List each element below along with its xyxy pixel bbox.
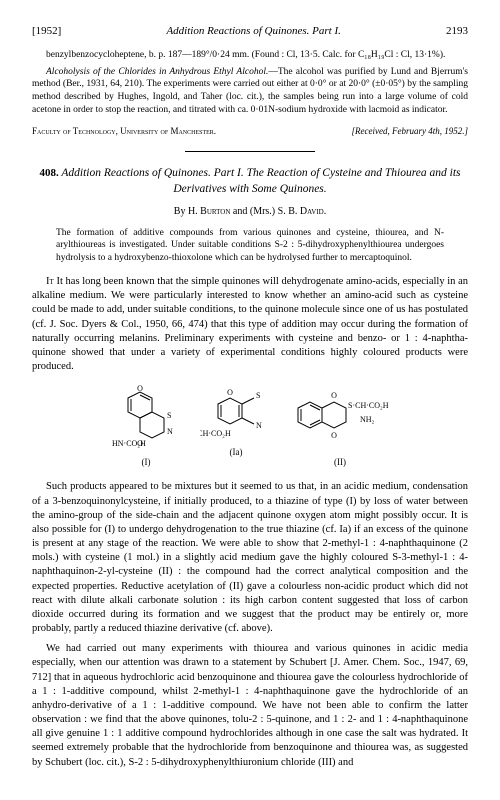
svg-text:S·CH·CO₂H: S·CH·CO₂H xyxy=(348,401,389,410)
divider xyxy=(185,151,316,152)
paragraph-3: We had carried out many experiments with… xyxy=(32,642,468,770)
body-text: It It has long been known that the simpl… xyxy=(32,275,468,374)
previous-article-tail: benzylbenzocycloheptene, b. p. 187—189°/… xyxy=(32,49,468,137)
svg-text:HN·CO₂H: HN·CO₂H xyxy=(112,439,146,448)
by-word: By xyxy=(174,206,186,217)
structure-I-svg: O S N O HN·CO₂H xyxy=(110,384,182,456)
svg-text:CH·CO₂H: CH·CO₂H xyxy=(200,429,231,438)
chemical-structures-row: O S N O HN·CO₂H (I) O S N CH·CO₂H (Ia) xyxy=(32,384,468,468)
p1-text: It has long been known that the simple q… xyxy=(32,276,468,372)
structure-Ia: O S N CH·CO₂H (Ia) xyxy=(200,384,272,468)
svg-text:N: N xyxy=(256,421,262,430)
received-line: [Received, February 4th, 1952.] xyxy=(352,125,468,137)
and-word: and (Mrs.) xyxy=(233,206,275,217)
svg-text:NH₂: NH₂ xyxy=(360,415,375,424)
svg-text:S: S xyxy=(167,411,171,420)
article-title: Addition Reactions of Quinones. Part I. … xyxy=(61,167,460,195)
structure-Ia-svg: O S N CH·CO₂H xyxy=(200,384,272,446)
prelude-subhead: Alcoholysis of the Chlorides in Anhydrou… xyxy=(46,67,268,77)
svg-text:O: O xyxy=(331,431,337,440)
svg-text:O: O xyxy=(227,388,233,397)
header-title: Addition Reactions of Quinones. Part I. xyxy=(166,24,340,39)
structure-II: O O S·CH·CO₂H NH₂ (II) xyxy=(290,384,390,468)
article-title-block: 408. Addition Reactions of Quinones. Par… xyxy=(32,166,468,197)
svg-text:O: O xyxy=(137,384,143,393)
svg-text:S: S xyxy=(256,391,260,400)
header-year: [1952] xyxy=(32,24,61,39)
prelude-line1: benzylbenzocycloheptene, b. p. 187—189°/… xyxy=(32,49,468,62)
svg-text:N: N xyxy=(167,427,173,436)
article-number: 408. xyxy=(39,167,58,179)
abstract: The formation of additive compounds from… xyxy=(56,227,444,265)
svg-text:O: O xyxy=(331,391,337,400)
faculty-line: Faculty of Technology, University of Man… xyxy=(32,125,216,137)
paragraph-1: It It has long been known that the simpl… xyxy=(32,275,468,374)
label-Ia: (Ia) xyxy=(230,446,243,458)
label-II: (II) xyxy=(334,456,346,468)
authors: By H. Burton and (Mrs.) S. B. David. xyxy=(32,205,468,219)
structure-II-svg: O O S·CH·CO₂H NH₂ xyxy=(290,384,390,456)
header-page: 2193 xyxy=(446,24,468,39)
paragraph-2: Such products appeared to be mixtures bu… xyxy=(32,480,468,636)
prelude-method: Alcoholysis of the Chlorides in Anhydrou… xyxy=(32,66,468,117)
running-header: [1952] Addition Reactions of Quinones. P… xyxy=(32,24,468,39)
body-text-cont: Such products appeared to be mixtures bu… xyxy=(32,480,468,769)
author-2: S. B. David. xyxy=(278,206,327,217)
author-1: H. Burton xyxy=(188,206,230,217)
label-I: (I) xyxy=(142,456,151,468)
structure-I: O S N O HN·CO₂H (I) xyxy=(110,384,182,468)
